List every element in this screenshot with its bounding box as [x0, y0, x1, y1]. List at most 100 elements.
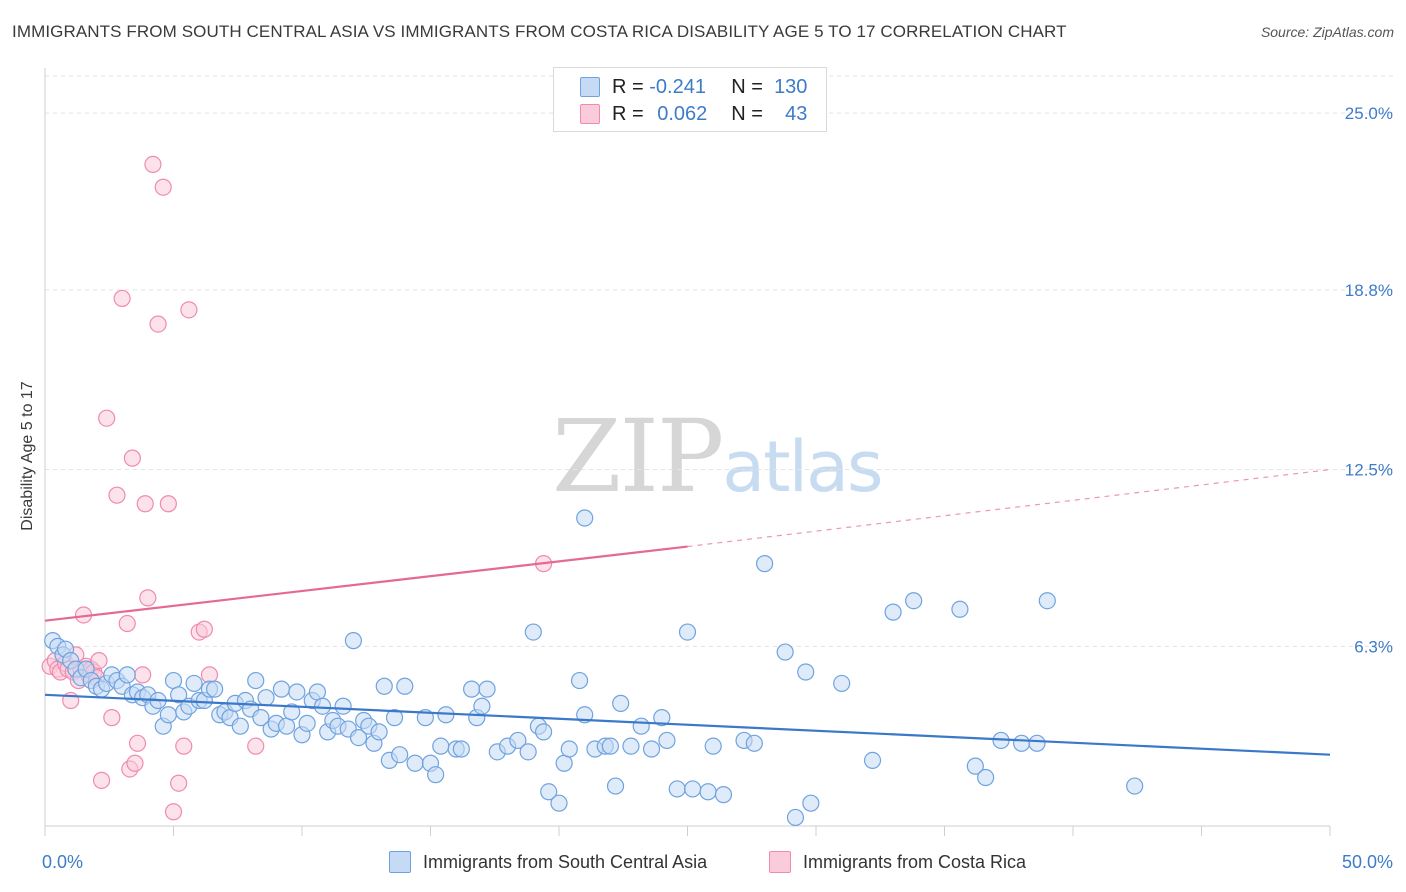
data-point-south-central-asia [884, 603, 902, 621]
legend-n-label: N = [731, 102, 763, 125]
data-point-south-central-asia [606, 777, 625, 795]
data-point-costa-rica [118, 614, 136, 633]
data-point-costa-rica [136, 495, 154, 513]
data-point-costa-rica [154, 178, 172, 196]
data-point-south-central-asia [612, 694, 630, 712]
bottom-legend-south-central-asia: Immigrants from South Central Asia [389, 851, 707, 873]
bottom-legend-label: Immigrants from Costa Rica [803, 851, 1027, 872]
data-point-south-central-asia [658, 731, 676, 750]
data-point-south-central-asia [833, 674, 851, 693]
data-point-south-central-asia [159, 706, 177, 724]
legend-row-costa-rica: R = 0.062 N = 43 [580, 101, 807, 127]
chart-title: IMMIGRANTS FROM SOUTH CENTRAL ASIA VS IM… [12, 22, 1067, 41]
data-point-south-central-asia [550, 794, 568, 812]
data-point-south-central-asia [257, 689, 275, 707]
data-point-south-central-asia [714, 786, 733, 804]
data-point-south-central-asia [601, 737, 620, 755]
data-point-south-central-asia [966, 757, 984, 775]
data-point-south-central-asia [277, 717, 296, 735]
data-point-south-central-asia [396, 677, 414, 695]
data-point-south-central-asia [170, 686, 188, 704]
legend-r-value: 0.062 [657, 102, 708, 125]
data-point-costa-rica [164, 803, 183, 821]
data-point-south-central-asia [478, 680, 496, 698]
data-point-south-central-asia [344, 632, 362, 650]
data-point-costa-rica [92, 771, 111, 789]
data-point-south-central-asia [802, 794, 820, 812]
data-point-south-central-asia [632, 717, 650, 735]
data-point-south-central-asia [977, 768, 995, 787]
data-point-south-central-asia [576, 509, 594, 527]
data-point-costa-rica [134, 666, 152, 684]
series-south-central-asia-points [44, 509, 1144, 827]
data-point-south-central-asia [534, 723, 553, 741]
data-point-south-central-asia [905, 592, 923, 610]
correlation-legend: R = -0.241 N = 130 R = 0.062 N = 43 [553, 67, 827, 132]
data-point-south-central-asia [1028, 734, 1046, 752]
data-point-south-central-asia [776, 643, 794, 661]
trend-line-south-central-asia [44, 693, 1331, 756]
data-point-costa-rica [149, 315, 167, 333]
data-point-south-central-asia [370, 723, 388, 741]
legend-n-value: 43 [785, 102, 808, 125]
data-point-south-central-asia [313, 697, 332, 715]
data-point-south-central-asia [786, 808, 805, 827]
data-point-costa-rica [123, 449, 141, 467]
data-point-south-central-asia [298, 714, 316, 732]
data-point-south-central-asia [642, 740, 661, 758]
legend-swatch-blue [580, 77, 600, 97]
data-point-south-central-asia [704, 737, 722, 755]
legend-r-value: -0.241 [649, 75, 706, 98]
data-point-costa-rica [128, 734, 147, 752]
data-point-south-central-asia [334, 697, 352, 715]
data-point-south-central-asia [540, 783, 558, 801]
data-point-south-central-asia [755, 555, 774, 573]
bottom-legend-swatch-blue [389, 851, 411, 873]
data-point-costa-rica [108, 486, 126, 504]
data-point-south-central-asia [1012, 734, 1031, 752]
y-axis-label: Disability Age 5 to 17 [19, 381, 36, 531]
data-point-south-central-asia [560, 740, 578, 758]
data-point-south-central-asia [391, 746, 409, 764]
x-tick-label-max: 50.0% [1342, 852, 1393, 872]
x-tick-label-min: 0.0% [42, 852, 83, 872]
data-point-south-central-asia [272, 680, 291, 698]
data-point-south-central-asia [684, 780, 702, 798]
bottom-legend-label: Immigrants from South Central Asia [423, 851, 708, 872]
data-point-south-central-asia [432, 737, 450, 755]
data-point-south-central-asia [385, 709, 404, 727]
axes [44, 68, 1331, 836]
data-point-south-central-asia [519, 743, 537, 761]
legend-n-label: N = [731, 75, 763, 98]
data-point-south-central-asia [509, 731, 527, 750]
data-point-south-central-asia [745, 734, 763, 752]
data-point-south-central-asia [288, 683, 306, 701]
data-point-south-central-asia [555, 754, 573, 772]
data-point-south-central-asia [118, 666, 136, 684]
y-tick-label: 6.3% [1354, 637, 1393, 656]
data-point-costa-rica [180, 301, 198, 319]
data-point-south-central-asia [699, 783, 717, 801]
source-label: Source: ZipAtlas.com [1260, 24, 1394, 40]
data-point-costa-rica [200, 666, 219, 684]
data-point-south-central-asia [252, 709, 270, 727]
data-point-south-central-asia [668, 780, 686, 798]
data-point-south-central-asia [1126, 777, 1144, 795]
data-point-costa-rica [247, 737, 265, 755]
data-point-costa-rica [175, 737, 193, 755]
data-point-south-central-asia [206, 680, 224, 698]
data-point-south-central-asia [308, 683, 327, 701]
data-point-south-central-asia [570, 671, 589, 690]
data-point-costa-rica [113, 289, 131, 308]
trend-line-costa-rica-extension [687, 468, 1331, 548]
data-point-costa-rica [90, 652, 108, 670]
data-point-south-central-asia [622, 737, 640, 755]
data-point-costa-rica [103, 709, 121, 727]
data-point-costa-rica [159, 495, 177, 513]
bottom-legend-swatch-pink [769, 851, 791, 873]
legend-r-label: R = [612, 75, 644, 98]
data-point-south-central-asia [231, 717, 249, 735]
gridlines [45, 75, 1395, 647]
legend-r-label: R = [612, 102, 644, 125]
